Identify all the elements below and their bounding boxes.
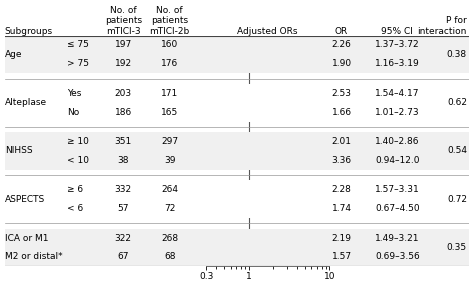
Text: 68: 68 bbox=[164, 252, 175, 261]
Text: < 10: < 10 bbox=[67, 156, 90, 165]
Text: 95% CI: 95% CI bbox=[381, 27, 413, 36]
Text: 1.01–2.73: 1.01–2.73 bbox=[375, 108, 419, 117]
Text: 186: 186 bbox=[115, 108, 132, 117]
Text: 192: 192 bbox=[115, 59, 132, 68]
Text: OR: OR bbox=[335, 27, 348, 36]
Text: 0.67–4.50: 0.67–4.50 bbox=[375, 204, 419, 213]
Text: No. of
patients
mTICI-2b: No. of patients mTICI-2b bbox=[149, 6, 190, 36]
Text: Alteplase: Alteplase bbox=[5, 98, 47, 107]
Text: 0.69–3.56: 0.69–3.56 bbox=[375, 252, 419, 261]
Text: 1.37–3.72: 1.37–3.72 bbox=[375, 41, 419, 49]
Text: 268: 268 bbox=[161, 234, 178, 242]
FancyBboxPatch shape bbox=[5, 180, 469, 218]
Text: 1.40–2.86: 1.40–2.86 bbox=[375, 137, 419, 146]
Text: 171: 171 bbox=[161, 89, 178, 98]
Text: < 6: < 6 bbox=[67, 204, 84, 213]
FancyBboxPatch shape bbox=[5, 132, 469, 170]
Text: 1.49–3.21: 1.49–3.21 bbox=[375, 234, 419, 242]
Text: ICA or M1: ICA or M1 bbox=[5, 234, 48, 242]
Text: 322: 322 bbox=[115, 234, 132, 242]
Text: ≤ 75: ≤ 75 bbox=[67, 41, 89, 49]
Text: Age: Age bbox=[5, 50, 22, 59]
Text: 351: 351 bbox=[115, 137, 132, 146]
Text: 0.35: 0.35 bbox=[447, 243, 467, 252]
Text: ≥ 10: ≥ 10 bbox=[67, 137, 89, 146]
Text: 72: 72 bbox=[164, 204, 175, 213]
Text: 2.53: 2.53 bbox=[331, 89, 352, 98]
Text: 2.01: 2.01 bbox=[331, 137, 352, 146]
Text: 0.38: 0.38 bbox=[447, 50, 467, 59]
Text: Adjusted ORs: Adjusted ORs bbox=[237, 27, 298, 36]
Text: 1.57: 1.57 bbox=[331, 252, 352, 261]
Text: 297: 297 bbox=[161, 137, 178, 146]
Text: 176: 176 bbox=[161, 59, 178, 68]
Text: ≥ 6: ≥ 6 bbox=[67, 185, 83, 194]
FancyBboxPatch shape bbox=[5, 229, 469, 266]
Text: 57: 57 bbox=[118, 204, 129, 213]
Text: Yes: Yes bbox=[67, 89, 82, 98]
Text: 332: 332 bbox=[115, 185, 132, 194]
Text: Subgroups: Subgroups bbox=[5, 27, 53, 36]
Text: 0.72: 0.72 bbox=[447, 195, 467, 204]
Text: NIHSS: NIHSS bbox=[5, 147, 32, 155]
Text: 1.54–4.17: 1.54–4.17 bbox=[375, 89, 419, 98]
FancyBboxPatch shape bbox=[5, 36, 469, 73]
Text: 0.62: 0.62 bbox=[447, 98, 467, 107]
Text: No. of
patients
mTICI-3: No. of patients mTICI-3 bbox=[105, 6, 142, 36]
Text: No: No bbox=[67, 108, 80, 117]
Text: 39: 39 bbox=[164, 156, 175, 165]
Text: 0.54: 0.54 bbox=[447, 147, 467, 155]
Text: 264: 264 bbox=[161, 185, 178, 194]
Text: 1.57–3.31: 1.57–3.31 bbox=[375, 185, 419, 194]
Text: 1.66: 1.66 bbox=[331, 108, 352, 117]
Text: 2.26: 2.26 bbox=[332, 41, 351, 49]
Text: 1.16–3.19: 1.16–3.19 bbox=[375, 59, 419, 68]
Text: 1.74: 1.74 bbox=[331, 204, 352, 213]
Text: 0.94–12.0: 0.94–12.0 bbox=[375, 156, 419, 165]
Text: 197: 197 bbox=[115, 41, 132, 49]
FancyBboxPatch shape bbox=[5, 84, 469, 122]
Text: 2.19: 2.19 bbox=[331, 234, 352, 242]
Text: 1.90: 1.90 bbox=[331, 59, 352, 68]
Text: 38: 38 bbox=[118, 156, 129, 165]
Text: 3.36: 3.36 bbox=[331, 156, 352, 165]
Text: 165: 165 bbox=[161, 108, 178, 117]
Text: P for
interaction: P for interaction bbox=[418, 16, 467, 36]
Text: 2.28: 2.28 bbox=[332, 185, 351, 194]
Text: 67: 67 bbox=[118, 252, 129, 261]
Text: > 75: > 75 bbox=[67, 59, 90, 68]
Text: ASPECTS: ASPECTS bbox=[5, 195, 45, 204]
Text: M2 or distal*: M2 or distal* bbox=[5, 252, 63, 261]
Text: 203: 203 bbox=[115, 89, 132, 98]
Text: 160: 160 bbox=[161, 41, 178, 49]
